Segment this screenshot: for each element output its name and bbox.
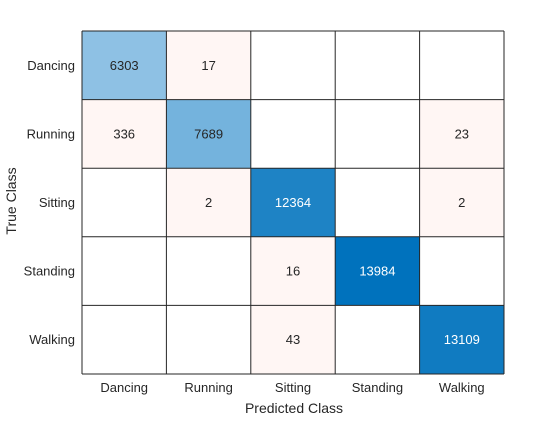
matrix-cell-0-4 [419, 31, 504, 100]
cell-value-0-0: 6303 [110, 58, 139, 73]
matrix-cell-2-3 [335, 168, 420, 237]
matrix-cell-4-4 [419, 305, 504, 374]
y-tick-label-4: Walking [29, 332, 75, 347]
matrix-cell-1-1 [166, 99, 251, 169]
matrix-cell-3-3 [335, 236, 420, 306]
y-tick-label-2: Sitting [39, 195, 75, 210]
matrix-cell-1-2 [250, 99, 336, 169]
x-tick-label-3: Standing [352, 380, 403, 395]
cell-value-3-2: 16 [286, 264, 300, 279]
matrix-cell-2-4 [419, 168, 504, 237]
cell-value-1-4: 23 [455, 126, 469, 141]
matrix-cell-1-3 [335, 99, 420, 169]
cell-value-1-1: 7689 [194, 126, 223, 141]
cell-value-1-0: 336 [113, 126, 135, 141]
matrix-cell-0-2 [250, 31, 336, 100]
y-tick-label-0: Dancing [27, 58, 75, 73]
x-tick-labels: Dancing Running Sitting Standing Walking [100, 380, 484, 395]
matrix-cell-4-0 [82, 305, 167, 374]
matrix-cell-0-1 [166, 31, 251, 100]
x-tick-label-2: Sitting [275, 380, 311, 395]
matrix-cell-3-1 [166, 236, 251, 306]
cell-value-4-2: 43 [286, 332, 300, 347]
y-tick-labels: Dancing Running Sitting Standing Walking [24, 58, 75, 347]
cell-value-4-4: 13109 [444, 332, 480, 347]
x-tick-label-0: Dancing [100, 380, 148, 395]
cell-value-2-4: 2 [458, 195, 465, 210]
cell-value-3-3: 13984 [359, 264, 395, 279]
matrix-cell-1-4 [419, 99, 504, 169]
matrix-cells: 6303 17 336 7689 23 2 12364 2 16 13984 43 13109 [82, 31, 504, 374]
matrix-cell-0-0 [82, 31, 167, 100]
cell-value-2-2: 12364 [275, 195, 311, 210]
matrix-cell-0-3 [335, 31, 420, 100]
x-axis-label: Predicted Class [245, 400, 343, 416]
cell-value-2-1: 2 [205, 195, 212, 210]
matrix-grid [81, 30, 505, 375]
matrix-cell-2-0 [82, 168, 167, 237]
matrix-cell-3-2 [250, 236, 336, 306]
matrix-cell-2-2 [250, 168, 336, 237]
y-tick-label-3: Standing [24, 264, 75, 279]
matrix-cell-3-0 [82, 236, 167, 306]
x-tick-label-1: Running [184, 380, 232, 395]
matrix-cell-4-3 [335, 305, 420, 374]
matrix-cell-3-4 [419, 236, 504, 306]
x-tick-label-4: Walking [439, 380, 485, 395]
y-tick-label-1: Running [27, 126, 75, 141]
matrix-cell-1-0 [82, 99, 167, 169]
cell-value-0-1: 17 [201, 58, 215, 73]
matrix-cell-4-2 [250, 305, 336, 374]
y-axis-label: True Class [3, 167, 19, 234]
matrix-cell-4-1 [166, 305, 251, 374]
matrix-cell-2-1 [166, 168, 251, 237]
